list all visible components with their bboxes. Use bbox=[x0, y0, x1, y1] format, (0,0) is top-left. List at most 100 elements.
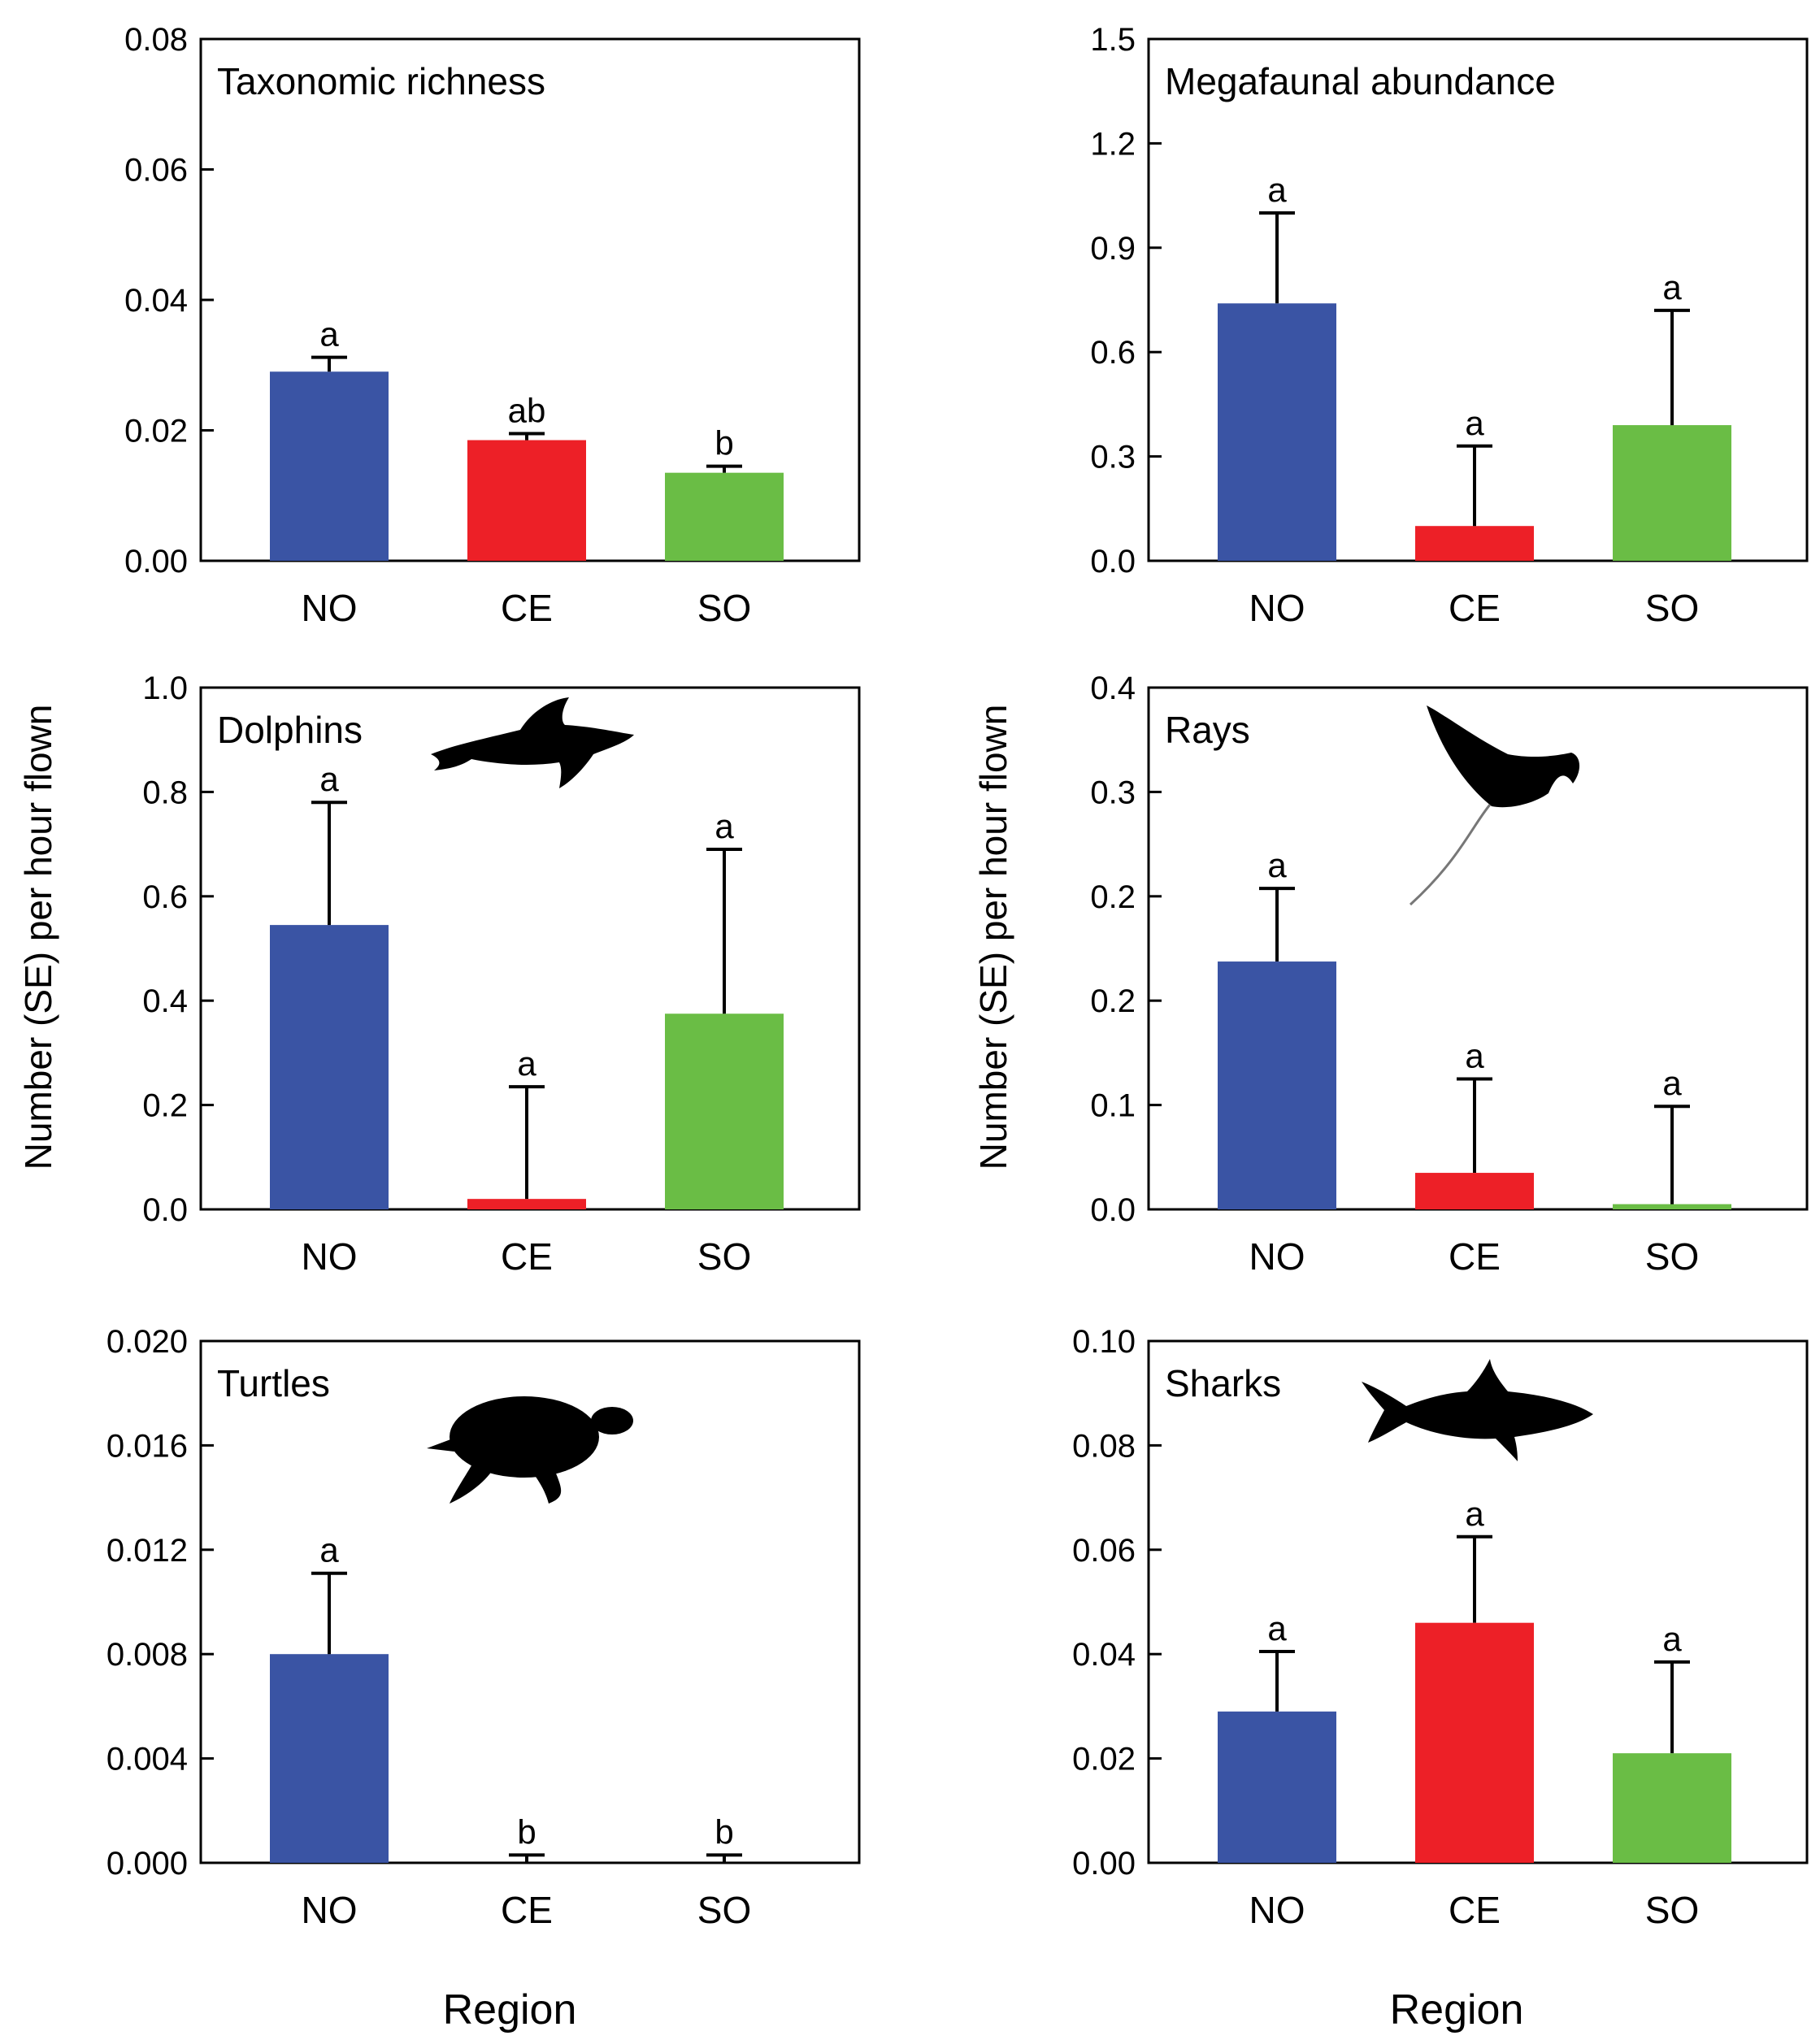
manta-ray-icon bbox=[1427, 705, 1580, 808]
x-axis-title-left: Region bbox=[443, 1986, 577, 2033]
manta-ray-tail bbox=[1409, 804, 1492, 906]
y-tick-label: 0.04 bbox=[1072, 1637, 1136, 1673]
panels: 0.000.020.040.060.08aNOabCEbSOTaxonomic … bbox=[106, 22, 1809, 1931]
significance-label: ab bbox=[508, 392, 546, 430]
category-label-so: SO bbox=[1645, 587, 1699, 629]
significance-label: b bbox=[517, 1812, 536, 1851]
sea-turtle-shell bbox=[450, 1396, 599, 1478]
sea-turtle-flipper-front bbox=[524, 1455, 562, 1504]
bar-no bbox=[1218, 303, 1336, 561]
y-tick-label: 1.5 bbox=[1090, 22, 1136, 58]
category-label-so: SO bbox=[697, 1889, 751, 1931]
y-tick-label: 0.00 bbox=[124, 544, 188, 579]
category-label-no: NO bbox=[1249, 1889, 1305, 1931]
panel-title: Taxonomic richness bbox=[217, 60, 545, 102]
y-tick-label: 0.06 bbox=[124, 153, 188, 189]
significance-label: a bbox=[319, 315, 339, 354]
plot-frame bbox=[199, 1339, 861, 1864]
y-tick-label: 0.1 bbox=[1090, 1088, 1136, 1124]
significance-label: a bbox=[319, 1531, 339, 1569]
y-tick-label: 0.10 bbox=[1072, 1324, 1136, 1360]
y-tick-label: 0.016 bbox=[106, 1428, 188, 1464]
y-tick-label: 0.3 bbox=[1090, 775, 1136, 810]
shark-icon bbox=[1362, 1359, 1593, 1461]
bar-ce bbox=[1415, 1622, 1534, 1863]
category-label-no: NO bbox=[1249, 1235, 1305, 1278]
significance-label: a bbox=[1662, 1064, 1682, 1102]
y-tick-label: 0.00 bbox=[1072, 1846, 1136, 1882]
bar-no bbox=[270, 371, 389, 561]
category-label-so: SO bbox=[697, 1235, 751, 1278]
y-axis-title-right: Number (SE) per hour flown bbox=[972, 705, 1014, 1170]
y-tick-label: 0.2 bbox=[142, 1088, 188, 1124]
significance-label: a bbox=[1662, 268, 1682, 306]
significance-label: a bbox=[1465, 404, 1484, 442]
significance-label: a bbox=[1267, 846, 1287, 884]
y-tick-label: 1.0 bbox=[142, 671, 188, 706]
y-tick-label: 0.0 bbox=[1090, 1192, 1136, 1228]
y-tick-label: 0.020 bbox=[106, 1324, 188, 1360]
significance-label: a bbox=[1267, 171, 1287, 209]
bar-ce bbox=[467, 440, 586, 561]
chart-panel-6: 0.00 0.02 0.04 0.06 0.08 0.10 a NO a CE a SO Sharks bbox=[1072, 1324, 1809, 1931]
significance-label: a bbox=[1465, 1037, 1484, 1075]
bar-no bbox=[270, 925, 389, 1209]
significance-label: a bbox=[319, 760, 339, 798]
chart-panel-4: 0.0 0.1 0.2 0.2 0.3 0.4 a NO a CE a SO Rays bbox=[1090, 671, 1809, 1278]
bar-ce bbox=[1415, 526, 1534, 561]
significance-label: a bbox=[1662, 1620, 1682, 1658]
y-tick-label: 1.2 bbox=[1090, 126, 1136, 162]
category-label-no: NO bbox=[302, 1889, 358, 1931]
bar-so bbox=[665, 472, 784, 561]
panel-title: Megafaunal abundance bbox=[1165, 60, 1556, 102]
category-label-ce: CE bbox=[1449, 1235, 1501, 1278]
category-label-ce: CE bbox=[501, 1889, 553, 1931]
y-tick-label: 0.06 bbox=[1072, 1533, 1136, 1569]
chart-panel-3: 0.0 0.2 0.4 0.6 0.8 1.0 a NO a CE a SO Dolphins bbox=[142, 671, 861, 1278]
bar-no bbox=[1218, 1711, 1336, 1863]
sea-turtle-icon bbox=[591, 1407, 633, 1435]
bar-so bbox=[665, 1013, 784, 1209]
category-label-ce: CE bbox=[1449, 1889, 1501, 1931]
y-tick-label: 0.4 bbox=[1090, 671, 1136, 706]
category-label-ce: CE bbox=[501, 1235, 553, 1278]
significance-label: a bbox=[1267, 1609, 1287, 1647]
chart-panel-5: 0.000 0.004 0.008 0.012 0.016 0.020 a NO b CE b SO T… bbox=[106, 1324, 861, 1931]
category-label-so: SO bbox=[1645, 1235, 1699, 1278]
chart-panel-1: 0.00 0.02 0.04 0.06 0.08 a NO ab CE b SO Taxonomic … bbox=[124, 22, 861, 629]
y-tick-label: 0.000 bbox=[106, 1846, 188, 1882]
significance-label: a bbox=[1465, 1495, 1484, 1533]
y-tick-label: 0.4 bbox=[142, 983, 188, 1019]
panel-title: Rays bbox=[1165, 709, 1250, 751]
y-tick-label: 0.2 bbox=[1090, 879, 1136, 915]
y-tick-label: 0.0 bbox=[1090, 544, 1136, 579]
y-tick-label: 0.8 bbox=[142, 775, 188, 810]
significance-label: b bbox=[715, 1812, 733, 1851]
sea-turtle-tail bbox=[427, 1439, 454, 1452]
y-tick-label: 0.008 bbox=[106, 1637, 188, 1673]
panel-title: Sharks bbox=[1165, 1362, 1281, 1404]
y-tick-label: 0.08 bbox=[124, 22, 188, 58]
category-label-no: NO bbox=[302, 1235, 358, 1278]
y-tick-label: 0.6 bbox=[1090, 335, 1136, 371]
category-label-ce: CE bbox=[1449, 587, 1501, 629]
panel-title: Turtles bbox=[217, 1362, 330, 1404]
bar-no bbox=[270, 1654, 389, 1863]
sea-turtle-flipper-back bbox=[450, 1459, 496, 1504]
bar-so bbox=[1613, 1204, 1731, 1209]
y-tick-label: 0.012 bbox=[106, 1533, 188, 1569]
y-tick-label: 0.004 bbox=[106, 1742, 188, 1777]
bar-so bbox=[1613, 1753, 1731, 1863]
bar-ce bbox=[467, 1199, 586, 1209]
significance-label: a bbox=[517, 1044, 536, 1083]
y-tick-label: 0.9 bbox=[1090, 231, 1136, 267]
bar-so bbox=[1613, 425, 1731, 561]
y-tick-label: 0.08 bbox=[1072, 1428, 1136, 1464]
significance-label: b bbox=[715, 424, 733, 462]
category-label-ce: CE bbox=[501, 587, 553, 629]
dolphin-icon bbox=[431, 697, 634, 788]
significance-label: a bbox=[715, 807, 734, 845]
panel-title: Dolphins bbox=[217, 709, 363, 751]
y-tick-label: 0.02 bbox=[1072, 1742, 1136, 1777]
